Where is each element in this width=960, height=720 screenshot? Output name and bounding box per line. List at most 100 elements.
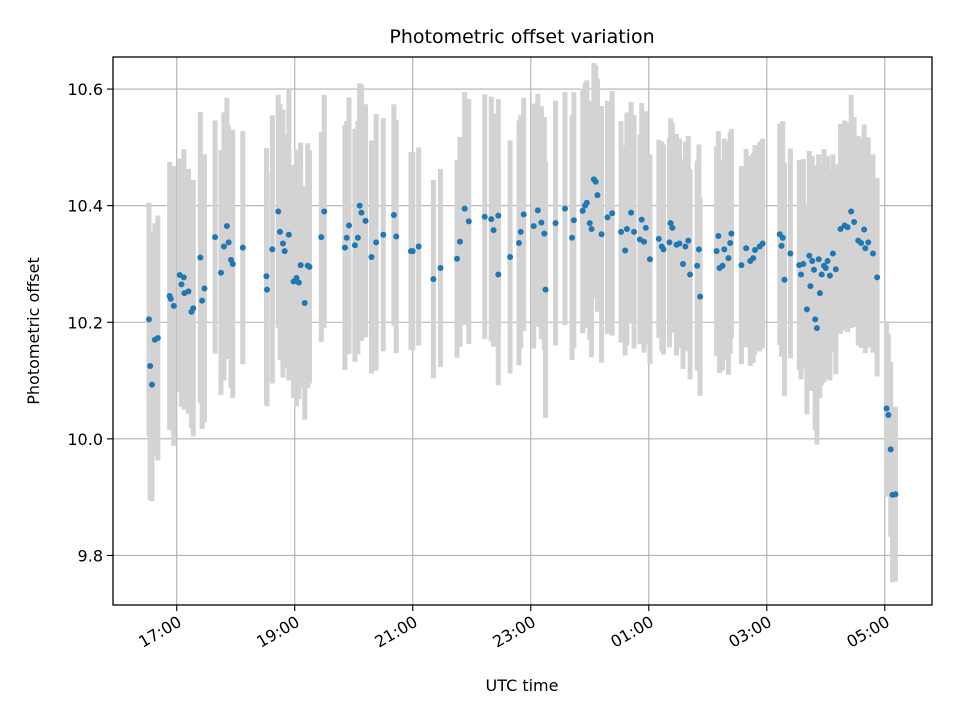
data-point [865,239,872,246]
data-point [646,256,653,263]
data-point [779,234,786,241]
data-point [180,274,187,281]
data-point [604,214,611,221]
data-point [534,207,541,214]
data-point [341,244,348,251]
data-point [293,274,300,281]
data-point [682,243,689,250]
data-point [829,250,836,257]
data-point [885,411,892,418]
data-point [358,209,365,216]
data-point [276,228,283,235]
data-point [530,223,537,230]
data-point [738,262,745,269]
data-point [713,248,720,255]
data-points [145,176,899,498]
data-point [813,325,820,332]
data-point [631,228,638,235]
data-point [199,297,206,304]
data-point [588,225,595,232]
data-point [628,209,635,216]
data-point [807,283,814,290]
data-point [816,290,823,297]
data-point [415,243,422,250]
data-point [669,224,676,231]
data-point [561,205,568,212]
data-point [697,293,704,300]
y-tick-label: 10.0 [67,430,103,449]
y-tick-label: 9.8 [78,546,103,565]
data-point [806,252,813,259]
data-point [679,260,686,267]
data-point [269,246,276,253]
data-point [660,246,667,253]
data-point [694,262,701,269]
data-point [507,253,514,260]
data-point [685,237,692,244]
data-point [318,234,325,241]
data-point [751,246,758,253]
data-point [147,362,154,369]
data-point [430,276,437,283]
data-point [170,302,177,309]
data-point [579,207,586,214]
data-point [818,271,825,278]
data-point [343,234,350,241]
data-point [495,212,502,219]
data-point [167,295,174,302]
data-point [638,216,645,223]
data-point [618,228,625,235]
data-point [598,231,605,238]
data-point [844,224,851,231]
data-point [826,272,833,279]
data-point [225,239,232,246]
data-point [570,217,577,224]
data-point [229,260,236,267]
data-point [197,254,204,261]
data-point [297,262,304,269]
data-point [275,208,282,215]
data-point [810,266,817,273]
data-point [542,286,549,293]
y-axis-ticks: 9.8 10.0 10.2 10.4 10.6 [67,80,113,565]
data-point [220,243,227,250]
data-point [594,192,601,199]
data-point [285,231,292,238]
data-point [148,381,155,388]
data-point [295,279,302,286]
data-point [190,305,197,312]
data-point [809,258,816,265]
data-point [641,238,648,245]
data-point [778,242,785,249]
data-point [832,266,839,273]
data-point [874,274,881,281]
x-axis-title: UTC time [486,676,559,695]
y-axis-title: Photometric offset [24,257,43,405]
y-tick-label: 10.6 [67,80,103,99]
data-point [858,239,865,246]
data-point [666,239,673,246]
data-point [263,273,270,280]
data-point [212,234,219,241]
data-point [787,250,794,257]
data-point [759,240,766,247]
data-point [368,253,375,260]
data-point [719,262,726,269]
data-point [481,213,488,220]
data-point [281,248,288,255]
data-point [815,256,822,263]
data-point [456,238,463,245]
data-point [321,208,328,215]
data-point [623,225,630,232]
data-point [609,210,616,217]
data-point [781,276,788,283]
data-point [279,240,286,247]
data-point [217,269,224,276]
data-point [837,225,844,232]
data-point [346,222,353,229]
data-point [393,233,400,240]
data-point [883,405,890,412]
data-point [586,220,593,227]
data-point [642,224,649,231]
data-point [520,211,527,218]
